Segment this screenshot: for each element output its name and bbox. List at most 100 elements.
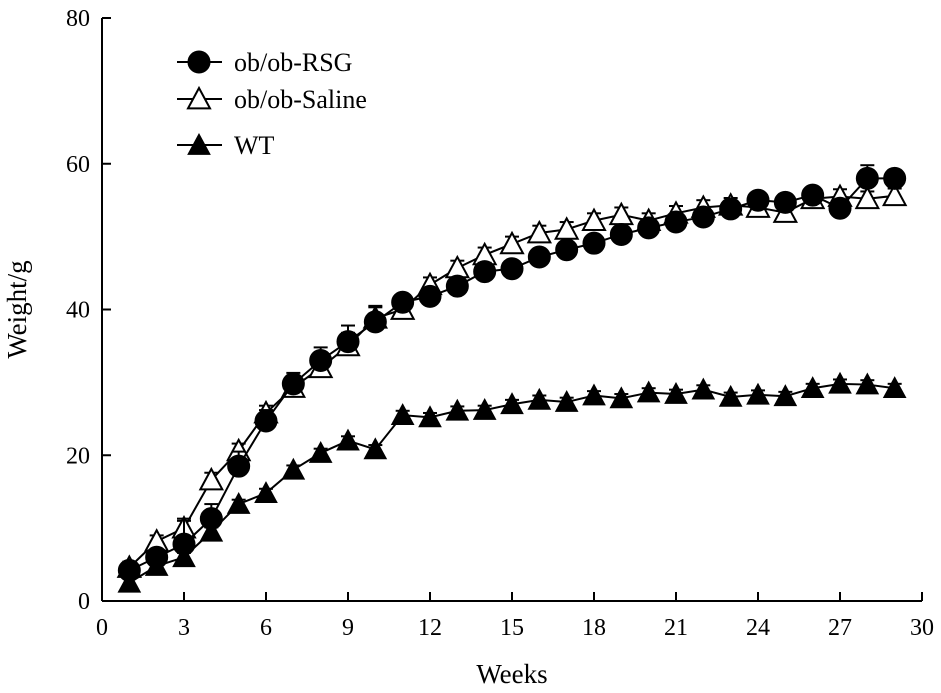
data-point <box>444 254 471 279</box>
legend-marker <box>187 132 211 155</box>
data-point <box>172 545 196 568</box>
x-tick-label: 24 <box>746 615 770 641</box>
data-point <box>691 205 715 229</box>
data-point <box>746 188 770 212</box>
data-point <box>553 216 580 240</box>
data-point <box>773 190 797 214</box>
data-point <box>254 481 278 503</box>
series-wt <box>117 371 907 593</box>
data-point <box>664 210 688 234</box>
x-tick-label: 9 <box>342 615 354 641</box>
legend-item: ob/ob-Saline <box>177 85 367 114</box>
data-point <box>636 380 661 403</box>
axis-ticks: 0 20 40 60 80 0 3 6 9 12 15 18 21 24 27 30 <box>66 6 934 641</box>
data-point <box>637 216 661 240</box>
x-tick-label: 0 <box>96 615 108 641</box>
x-tick-label: 30 <box>910 615 934 641</box>
data-point <box>308 441 333 463</box>
data-point <box>145 545 169 569</box>
data-point <box>226 492 251 514</box>
data-point <box>172 532 196 556</box>
data-point <box>801 183 825 207</box>
data-point <box>281 372 305 396</box>
data-point <box>828 196 852 220</box>
data-point <box>664 381 688 404</box>
data-point <box>473 260 497 284</box>
data-point <box>881 182 908 207</box>
data-point <box>500 257 524 281</box>
data-point <box>363 310 387 334</box>
data-point <box>746 382 770 405</box>
data-point <box>718 384 743 407</box>
data-point <box>855 166 879 190</box>
y-tick-label: 20 <box>66 443 90 469</box>
data-point <box>445 398 470 421</box>
data-point <box>391 290 415 314</box>
data-point <box>582 383 606 406</box>
y-tick-label: 0 <box>78 589 90 615</box>
legend-label: WT <box>234 131 275 160</box>
data-point <box>800 376 825 399</box>
x-tick-label: 15 <box>500 615 524 641</box>
data-point <box>554 389 579 412</box>
data-point <box>719 197 743 221</box>
series-layer <box>116 164 908 593</box>
data-point <box>390 403 415 426</box>
x-tick-label: 27 <box>828 615 852 641</box>
data-point <box>117 570 142 593</box>
data-point <box>526 219 553 244</box>
series-ob-ob-rsg <box>117 164 907 582</box>
legend: ob/ob-RSG ob/ob-Saline WT <box>177 48 367 160</box>
legend-marker <box>187 50 211 74</box>
data-point <box>527 387 552 410</box>
legend-item: ob/ob-RSG <box>177 48 352 77</box>
y-tick-label: 80 <box>66 6 90 32</box>
data-point <box>773 384 798 407</box>
y-tick-label: 40 <box>66 298 90 324</box>
legend-label: ob/ob-RSG <box>234 48 352 77</box>
x-tick-label: 12 <box>418 615 442 641</box>
x-tick-label: 3 <box>178 615 190 641</box>
x-tick-label: 6 <box>260 615 272 641</box>
data-point <box>883 166 907 190</box>
data-point <box>363 437 388 460</box>
data-point <box>828 371 852 394</box>
legend-marker <box>186 85 212 110</box>
data-point <box>854 185 881 210</box>
data-point <box>199 519 224 542</box>
data-point <box>609 386 634 409</box>
x-tick-label: 18 <box>582 615 606 641</box>
data-point <box>199 507 223 531</box>
data-point <box>691 377 716 400</box>
data-point <box>582 231 606 255</box>
data-point <box>472 398 497 420</box>
data-point <box>418 284 442 308</box>
series-ob-ob-saline <box>116 182 908 578</box>
data-point <box>117 558 141 582</box>
data-point <box>882 376 907 399</box>
data-point <box>445 274 469 298</box>
data-point <box>855 372 880 395</box>
data-point <box>500 392 524 415</box>
data-point <box>609 222 633 246</box>
y-axis-title: Weight/g <box>2 260 32 358</box>
data-point <box>336 330 360 354</box>
data-point <box>499 230 525 255</box>
data-point <box>608 201 635 226</box>
data-point <box>336 428 360 451</box>
data-point <box>198 466 225 491</box>
y-tick-label: 60 <box>66 152 90 178</box>
data-point <box>555 238 579 262</box>
axes <box>101 18 922 602</box>
data-point <box>418 405 442 428</box>
data-point <box>309 349 333 373</box>
legend-item: WT <box>177 131 275 160</box>
data-point <box>254 409 278 433</box>
legend-label: ob/ob-Saline <box>234 85 367 114</box>
x-tick-label: 21 <box>664 615 688 641</box>
data-point <box>581 207 607 231</box>
x-axis-title: Weeks <box>476 659 547 689</box>
data-point <box>281 457 306 480</box>
data-point <box>527 245 551 269</box>
